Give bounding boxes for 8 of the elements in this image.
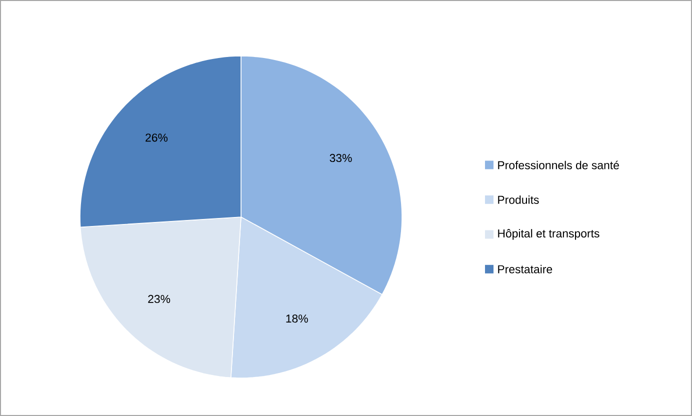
data-label: 33% [330, 154, 352, 162]
legend-label: Prestataire [498, 264, 552, 274]
data-label: 18% [286, 314, 308, 323]
data-label: 26% [146, 134, 168, 142]
legend-label: Hôpital et transports [498, 229, 600, 240]
legend-label: Professionnels de santé [498, 160, 619, 170]
legend-label: Produits [498, 196, 539, 204]
data-label: 23% [148, 294, 170, 304]
